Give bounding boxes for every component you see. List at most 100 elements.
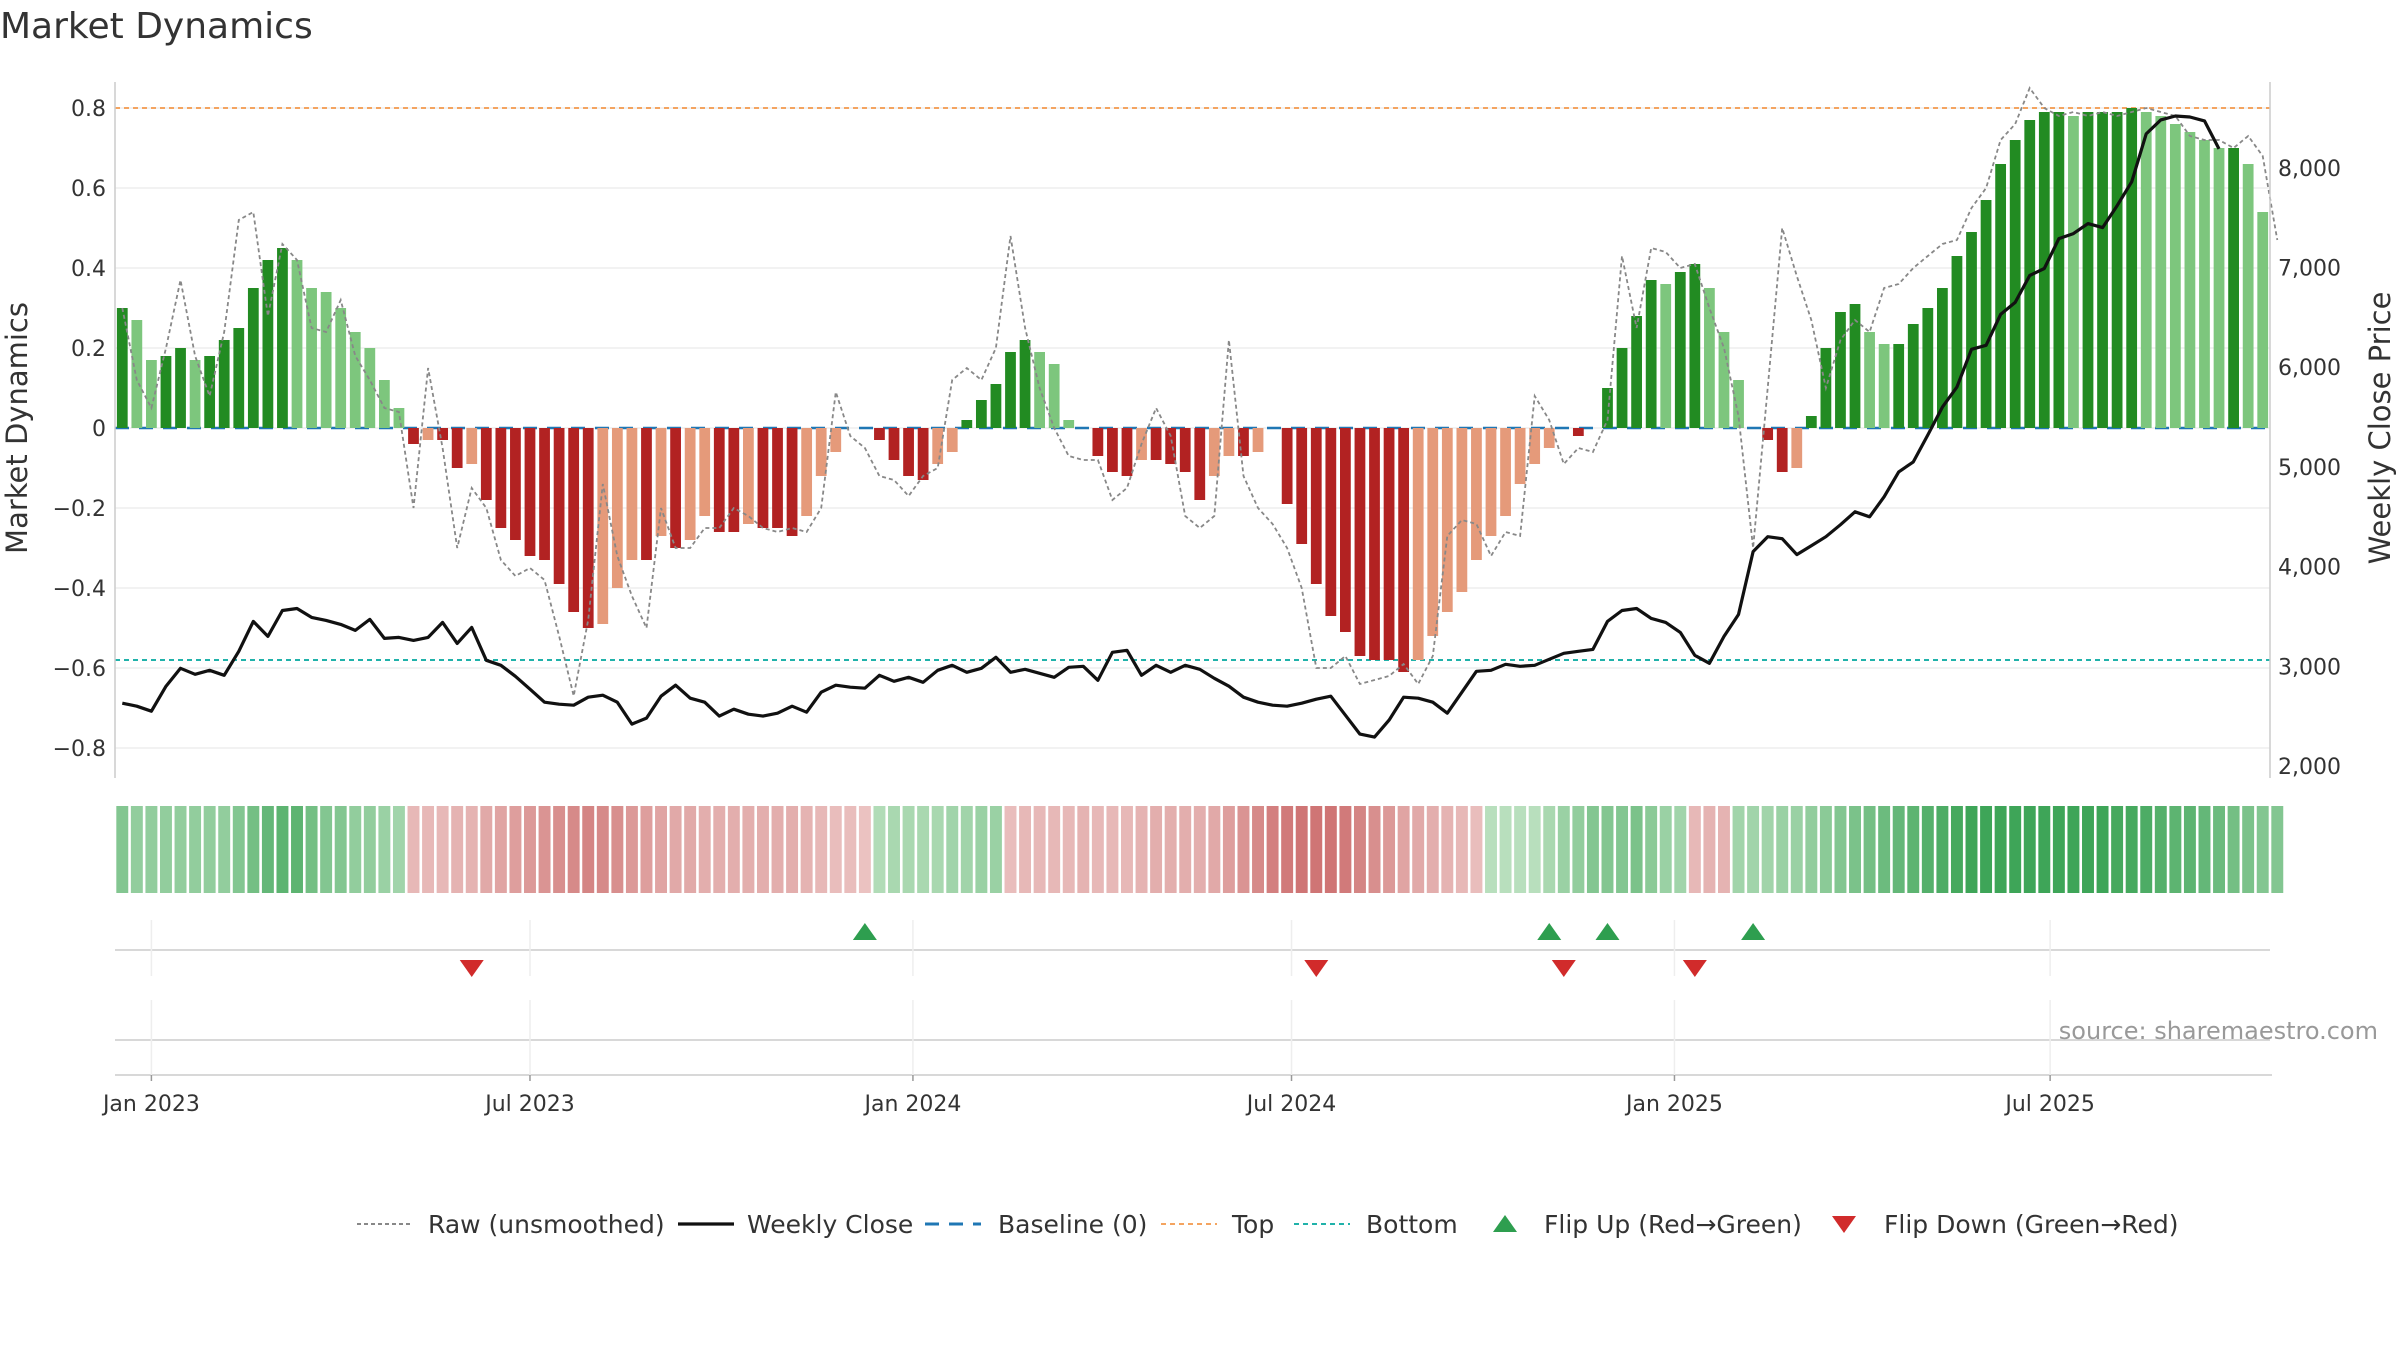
heat-cell	[1732, 806, 1745, 893]
dynamics-bar	[364, 348, 376, 428]
legend-label: Raw (unsmoothed)	[428, 1210, 665, 1239]
heat-cell	[1091, 806, 1104, 893]
source-note: source: sharemaestro.com	[2059, 1017, 2378, 1045]
dynamics-bar	[1907, 324, 1919, 428]
x-tick-label: Jan 2024	[862, 1092, 961, 1117]
dynamics-bar	[1208, 428, 1220, 476]
legend-item-flip_up: Flip Up (Red→Green)	[1493, 1210, 1802, 1239]
heat-cell	[1659, 806, 1672, 893]
heat-cell	[1907, 806, 1920, 893]
heat-cell	[480, 806, 493, 893]
heat-cell	[291, 806, 303, 893]
heat-cell	[1543, 806, 1556, 893]
dynamics-bar	[335, 308, 347, 428]
right-tick-label: 7,000	[2278, 257, 2341, 282]
heat-cell	[844, 806, 857, 893]
heat-cell	[189, 806, 202, 893]
heat-cell	[1645, 806, 1658, 893]
dynamics-bar	[131, 320, 143, 428]
heat-cell	[1834, 806, 1847, 893]
dynamics-bar	[1456, 428, 1468, 592]
heat-cell	[232, 806, 245, 893]
heat-cell	[1776, 806, 1789, 893]
flip-down-marker	[1551, 960, 1576, 977]
heat-cell	[756, 806, 769, 893]
dynamics-bar	[553, 428, 565, 584]
legend: Raw (unsmoothed) Weekly Close Baseline (0)…	[357, 1210, 2179, 1239]
dynamics-bar	[1048, 364, 1060, 428]
right-y-axis-label: Weekly Close Price	[2363, 292, 2397, 565]
dynamics-bar	[1092, 428, 1104, 456]
dynamics-bar	[1441, 428, 1453, 612]
heat-cell	[596, 806, 609, 893]
dynamics-bar	[568, 428, 580, 612]
heat-cell	[1761, 806, 1774, 893]
heat-cell	[378, 806, 391, 893]
legend-label: Flip Up (Red→Green)	[1544, 1210, 1802, 1239]
dynamics-bar	[1631, 316, 1642, 428]
dynamics-bar	[480, 428, 492, 500]
heat-cell	[116, 806, 129, 893]
heat-cell	[2111, 806, 2124, 893]
heat-cell	[858, 806, 871, 893]
dynamics-bar	[2184, 132, 2196, 428]
dynamics-bar	[189, 360, 201, 428]
flip-up-marker	[1595, 923, 1620, 940]
heat-cell	[524, 806, 536, 893]
heat-cell	[1470, 806, 1483, 893]
dynamics-bar	[670, 428, 681, 548]
flip-up-marker	[852, 923, 877, 940]
left-tick-label: 0.8	[71, 97, 106, 122]
dynamics-bar	[1179, 428, 1191, 472]
heat-cell	[742, 806, 755, 893]
x-axis-ticks: Jan 2023 Jul 2023 Jan 2024 Jul 2024 Jan 2025…	[101, 1075, 2095, 1117]
dynamics-bar	[801, 428, 813, 516]
dynamics-bar	[1223, 428, 1235, 456]
heat-cell	[1950, 806, 1963, 893]
legend-item-top: Top	[1161, 1210, 1274, 1239]
heat-cell	[392, 806, 405, 893]
dynamics-bar	[349, 332, 361, 428]
heat-cell	[1528, 806, 1541, 893]
heat-cell	[363, 806, 376, 893]
heat-cell	[422, 806, 435, 893]
heat-cell	[2125, 806, 2138, 893]
heat-cell	[261, 806, 274, 893]
heat-cell	[1630, 806, 1643, 893]
heat-cell	[2169, 806, 2182, 893]
dynamics-bar	[2126, 108, 2138, 428]
dynamics-bar	[539, 428, 550, 560]
dynamics-bar	[1514, 428, 1526, 484]
heat-cell	[1397, 806, 1410, 893]
x-tick-label: Jul 2023	[483, 1092, 575, 1117]
heat-cell	[2082, 806, 2094, 893]
dynamics-bar	[626, 428, 638, 560]
heat-cell	[1703, 806, 1716, 893]
x-tick-label: Jul 2024	[1245, 1092, 1337, 1117]
legend-item-close: Weekly Close	[678, 1210, 913, 1239]
dynamics-bar	[874, 428, 885, 440]
heat-cell	[800, 806, 813, 893]
left-tick-label: 0.6	[71, 177, 106, 202]
heat-cell	[2256, 806, 2269, 893]
dynamics-bar	[1252, 428, 1264, 452]
heat-cell	[829, 806, 842, 893]
dynamics-bar	[975, 400, 987, 428]
dynamics-bar	[1835, 312, 1846, 428]
heat-cell	[465, 806, 478, 893]
dynamics-bar	[408, 428, 419, 444]
dynamics-bar	[1281, 428, 1293, 504]
dynamics-bar	[277, 248, 288, 428]
heat-cell	[2154, 806, 2167, 893]
dynamics-bar	[961, 420, 973, 428]
heat-cell	[684, 806, 697, 893]
dynamics-bar	[1310, 428, 1322, 584]
dynamics-bar	[1121, 428, 1133, 476]
dynamics-bar	[2068, 116, 2079, 428]
right-tick-label: 6,000	[2278, 356, 2341, 381]
dynamics-bar	[466, 428, 478, 464]
heat-cell	[2038, 806, 2051, 893]
dynamics-bar	[306, 288, 317, 428]
heat-cell	[349, 806, 362, 893]
heat-cell	[989, 806, 1002, 893]
